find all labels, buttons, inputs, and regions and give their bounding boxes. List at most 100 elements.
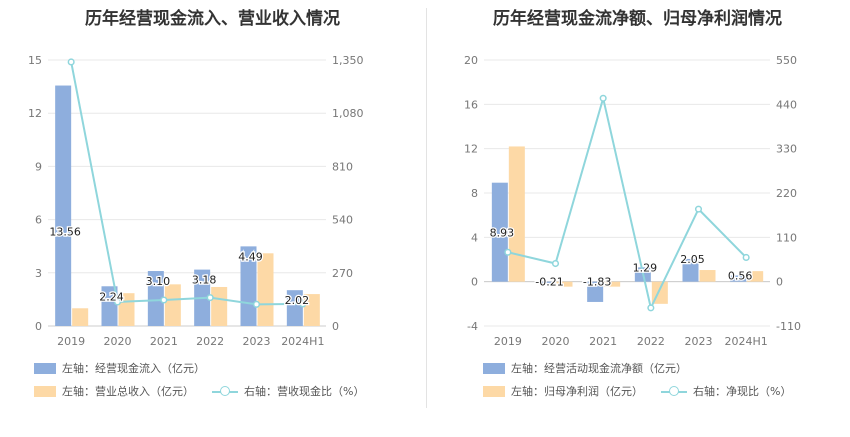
category-tick-label: 2022 (637, 335, 665, 348)
right-axis-tick-label: 270 (332, 267, 353, 280)
bar-data-label: 1.29 (633, 261, 658, 274)
bar-series-2 (257, 253, 274, 326)
category-tick-label: 2019 (57, 335, 85, 348)
bar-data-label: -0.21 (535, 276, 563, 289)
bar-series-1 (539, 281, 556, 284)
right-axis-tick-label: 440 (776, 98, 797, 111)
category-tick-label: 2021 (589, 335, 617, 348)
left-axis-tick-label: 12 (464, 143, 478, 156)
bar-data-label: 3.18 (192, 274, 217, 287)
legend-swatch-blue (483, 362, 505, 374)
left-axis-tick-label: 16 (464, 98, 478, 111)
bar-data-label: 0.56 (728, 269, 753, 282)
right-axis-tick-label: 550 (776, 54, 797, 67)
line-point (67, 58, 75, 66)
line-point (647, 304, 655, 312)
right-axis-tick-label: 540 (332, 214, 353, 227)
bar-data-label: 2.24 (99, 290, 124, 303)
category-tick-label: 2021 (150, 335, 178, 348)
left-axis-tick-label: 12 (28, 107, 42, 120)
left-legend-row-2: 左轴：营业总收入（亿元） 右轴：营收现金比（%） (34, 383, 364, 399)
left-chart-panel: 历年经营现金流入、营业收入情况 0 3 6 9 12 15 0 270 540 810 1,080 1… (28, 9, 364, 399)
left-axis-tick-label: -4 (467, 320, 478, 333)
left-axis-tick-label: 15 (28, 54, 42, 67)
right-chart-panel: 历年经营现金流净额、归母净利润情况 -4 0 4 8 12 16 20 -110 0 110 220… (425, 0, 850, 437)
bar-series-1 (730, 275, 747, 282)
line-point (160, 296, 168, 304)
right-chart-svg: -4 0 4 8 12 16 20 -110 0 110 220 330 440 550 2019 2020 2… (464, 54, 801, 348)
bar-data-label: 2.05 (680, 253, 705, 266)
bar-series-2 (699, 270, 716, 282)
left-legend-line: 右轴：营收现金比（%） (244, 385, 365, 398)
bar-series-2 (303, 294, 320, 326)
line-point (599, 94, 607, 102)
bar-data-label: 3.10 (146, 275, 171, 288)
bar-data-label: 2.02 (285, 294, 310, 307)
left-axis-tick-label: 20 (464, 54, 478, 67)
bar-series-2 (72, 308, 89, 326)
line-series (507, 98, 747, 311)
legend-swatch-line (212, 385, 238, 397)
bar-data-label: 13.56 (49, 226, 81, 239)
bar-series-1 (101, 286, 118, 326)
left-legend-row-1: 左轴：经营现金流入（亿元） (34, 360, 205, 376)
line-point (252, 300, 261, 308)
bar-series-2 (747, 271, 764, 282)
line-point (206, 294, 214, 302)
bar-series-2 (604, 281, 621, 287)
line-point (694, 205, 703, 213)
right-axis-tick-label: 220 (776, 187, 797, 200)
legend-swatch-line (661, 385, 687, 397)
bar-series-2 (164, 284, 181, 326)
line-point (742, 253, 750, 262)
line-point (504, 248, 512, 256)
right-axis-tick-label: 0 (776, 276, 783, 289)
right-axis-tick-label: 1,080 (332, 107, 364, 120)
left-axis-tick-label: 0 (35, 320, 42, 333)
category-tick-label: 2022 (196, 335, 224, 348)
left-axis-tick-label: 4 (471, 231, 478, 244)
category-tick-label: 2020 (104, 335, 132, 348)
right-legend-line: 右轴：净现比（%） (693, 385, 792, 398)
right-axis-tick-label: -110 (776, 320, 801, 333)
bar-data-label: 8.93 (490, 227, 514, 240)
right-axis-tick-label: 810 (332, 160, 353, 173)
bar-series-1 (55, 85, 72, 326)
left-axis-tick-label: 3 (35, 267, 42, 280)
legend-swatch-orange (34, 385, 56, 397)
left-chart-title: 历年经营现金流入、营业收入情况 (85, 9, 340, 29)
bar-series-1 (587, 281, 604, 302)
line-point (299, 300, 307, 308)
right-axis-tick-label: 0 (332, 320, 339, 333)
right-axis-tick-label: 110 (776, 231, 797, 244)
bar-series-1 (491, 182, 508, 282)
bar-series-2 (508, 146, 525, 282)
category-tick-label: 2023 (685, 335, 713, 348)
legend-swatch-blue (34, 362, 56, 374)
legend-swatch-orange (483, 385, 505, 397)
bar-series-2 (211, 286, 228, 326)
left-axis-tick-label: 8 (471, 187, 478, 200)
panel-divider (426, 8, 427, 408)
category-tick-label: 2024H1 (725, 335, 768, 348)
category-tick-label: 2023 (243, 335, 271, 348)
category-tick-label: 2019 (494, 335, 522, 348)
bar-series-1 (286, 290, 303, 326)
line-point (113, 298, 122, 306)
bar-data-label: -1.83 (583, 276, 611, 289)
left-legend-bar1: 左轴：经营现金流入（亿元） (62, 362, 205, 375)
right-legend-bar1: 左轴：经营活动现金流净额（亿元） (511, 362, 687, 375)
right-legend-row-1: 左轴：经营活动现金流净额（亿元） (483, 360, 687, 376)
category-tick-label: 2024H1 (281, 335, 324, 348)
left-axis-tick-label: 9 (35, 160, 42, 173)
left-axis-tick-label: 0 (471, 276, 478, 289)
left-axis-tick-label: 6 (35, 214, 42, 227)
left-chart-svg: 0 3 6 9 12 15 0 270 540 810 1,080 1,350 2019 2020 2021… (28, 54, 364, 348)
bar-series-2 (556, 281, 573, 287)
right-axis-tick-label: 1,350 (332, 54, 364, 67)
right-chart-title: 历年经营现金流净额、归母净利润情况 (493, 9, 782, 29)
bar-series-1 (240, 246, 257, 326)
line-point (551, 259, 560, 268)
bar-series-1 (147, 271, 164, 326)
left-legend-bar2: 左轴：营业总收入（亿元） (62, 385, 194, 398)
